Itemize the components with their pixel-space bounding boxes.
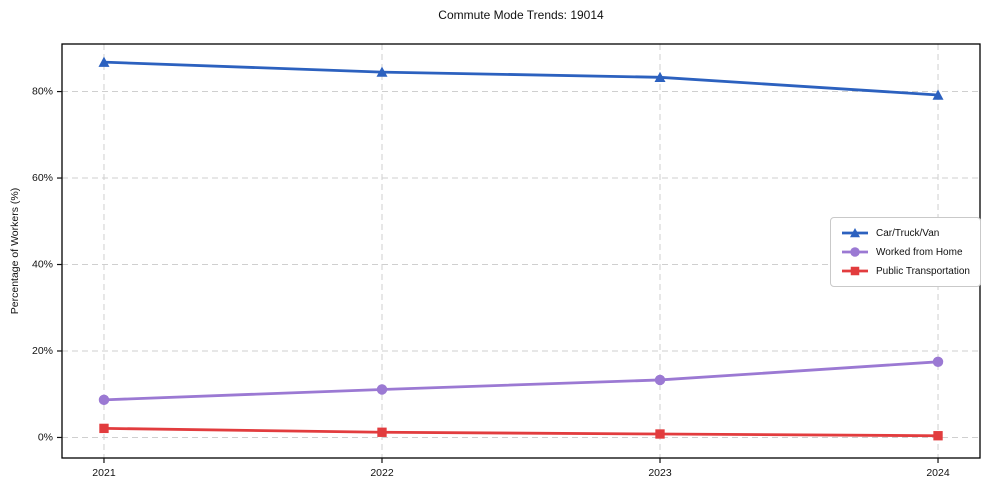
series-line [102,426,940,438]
y-tick-label: 60% [32,172,53,184]
series-line [102,360,940,402]
marker-triangle-icon [98,56,110,67]
marker-square-icon [933,431,943,441]
marker-triangle-icon [850,228,860,238]
y-axis-label: Percentage of Workers (%) [9,187,21,315]
marker-circle-icon [932,356,944,368]
x-tick-label: 2024 [926,467,950,479]
y-tick-label: 0% [38,431,53,443]
x-tick-label: 2021 [92,467,116,479]
marker-triangle-icon [376,66,388,77]
legend-label: Public Transportation [876,265,970,277]
circle-marker-icon [841,245,869,259]
x-tick-label: 2023 [648,467,672,479]
y-tick-label: 40% [32,259,53,271]
marker-circle-icon [654,374,666,386]
legend-entry-public-transportation: Public Transportation [841,264,970,278]
marker-square-icon [850,266,860,276]
chart-title: Commute Mode Trends: 19014 [438,8,604,22]
marker-square-icon [99,423,109,434]
x-tick-label: 2022 [370,467,394,479]
marker-triangle-icon [654,71,666,82]
square-marker-icon [841,264,869,278]
marker-circle-icon [850,247,860,257]
legend: Car/Truck/Van Worked from Home Public Tr… [830,217,981,287]
legend-label: Car/Truck/Van [876,227,940,239]
y-tick-label: 80% [32,86,53,98]
triangle-marker-icon [841,226,869,240]
y-tick-label: 20% [32,345,53,357]
legend-entry-worked-from-home: Worked from Home [841,245,970,259]
marker-square-icon [377,427,387,437]
legend-entry-car-truck-van: Car/Truck/Van [841,226,970,240]
series-line [102,60,940,97]
legend-label: Worked from Home [876,246,963,258]
marker-triangle-icon [932,89,944,100]
marker-circle-icon [376,384,388,395]
marker-square-icon [655,429,665,439]
marker-circle-icon [98,394,110,406]
